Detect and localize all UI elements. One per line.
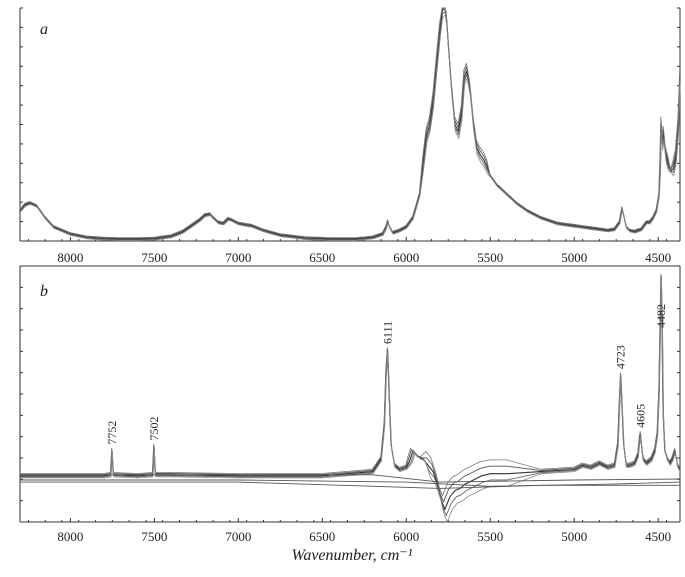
peak-label-7752: 7752: [105, 421, 119, 445]
panel-a-spectrum-line: [19, 7, 681, 239]
panel-b-baseline-line: [20, 481, 680, 489]
panel-a-xtick-label: 5500: [477, 250, 503, 265]
panel-a-xtick-label: 6500: [309, 250, 335, 265]
panel-a-xtick-label: 7500: [141, 250, 167, 265]
panel-b-xtick-label: 7500: [141, 529, 167, 544]
panel-b-xtick-label: 4500: [645, 529, 671, 544]
panel-a-y-ticks: [20, 7, 680, 242]
panel-b-xtick-label: 6000: [393, 529, 419, 544]
panel-a-traces: [19, 7, 681, 241]
panel-a-spectrum-line: [19, 11, 681, 241]
panel-b-baseline-line: [20, 474, 681, 483]
panel-b-y-ticks: [20, 265, 680, 523]
panel-b-xtick-label: 7000: [225, 529, 251, 544]
panel-b-xtick-label: 5000: [561, 529, 587, 544]
panel-b-x-ticks: 8000 7500 7000 6500 6000 5500 5000 4500: [27, 518, 671, 544]
panel-a-xtick-label: 8000: [57, 250, 83, 265]
x-axis-label: Wavenumber, cm⁻¹: [291, 547, 412, 564]
panel-b-xtick-label: 8000: [57, 529, 83, 544]
panel-b-xtick-label: 6500: [309, 529, 335, 544]
panel-b-annotations: 7752 7502 6111 4723 4605 4482: [105, 304, 668, 445]
panel-b: b 8000 7500 7000 6500 6000 5500 5000 4500 7752 7…: [19, 265, 681, 544]
panel-a-xtick-label: 6000: [393, 250, 419, 265]
panel-b-xtick-label: 5500: [477, 529, 503, 544]
peak-label-4482: 4482: [654, 304, 668, 328]
peak-label-7502: 7502: [147, 416, 161, 440]
panel-b-spectrum-line: [20, 273, 680, 496]
panel-a-xtick-label: 5000: [561, 250, 587, 265]
panel-a-spectrum-line: [19, 7, 681, 240]
panel-a-x-ticks: 8000 7500 7000 6500 6000 5500 5000 4500: [27, 237, 671, 265]
panel-a-xtick-label: 4500: [645, 250, 671, 265]
peak-label-4605: 4605: [634, 404, 648, 428]
peak-label-4723: 4723: [614, 345, 628, 369]
panel-b-baseline-line: [20, 479, 681, 487]
peak-label-6111: 6111: [381, 321, 395, 344]
panel-a-spectrum-line: [19, 7, 680, 238]
panel-a: a 8000 7500 7000 6500 6000 5500 5000 4500: [19, 7, 681, 265]
panel-a-xtick-label: 7000: [225, 250, 251, 265]
panel-a-spectrum-line: [20, 14, 681, 241]
panel-b-spectrum-line: [20, 274, 681, 503]
panel-a-letter: a: [40, 21, 48, 38]
panel-b-traces: [20, 273, 681, 523]
panel-b-letter: b: [40, 283, 48, 300]
